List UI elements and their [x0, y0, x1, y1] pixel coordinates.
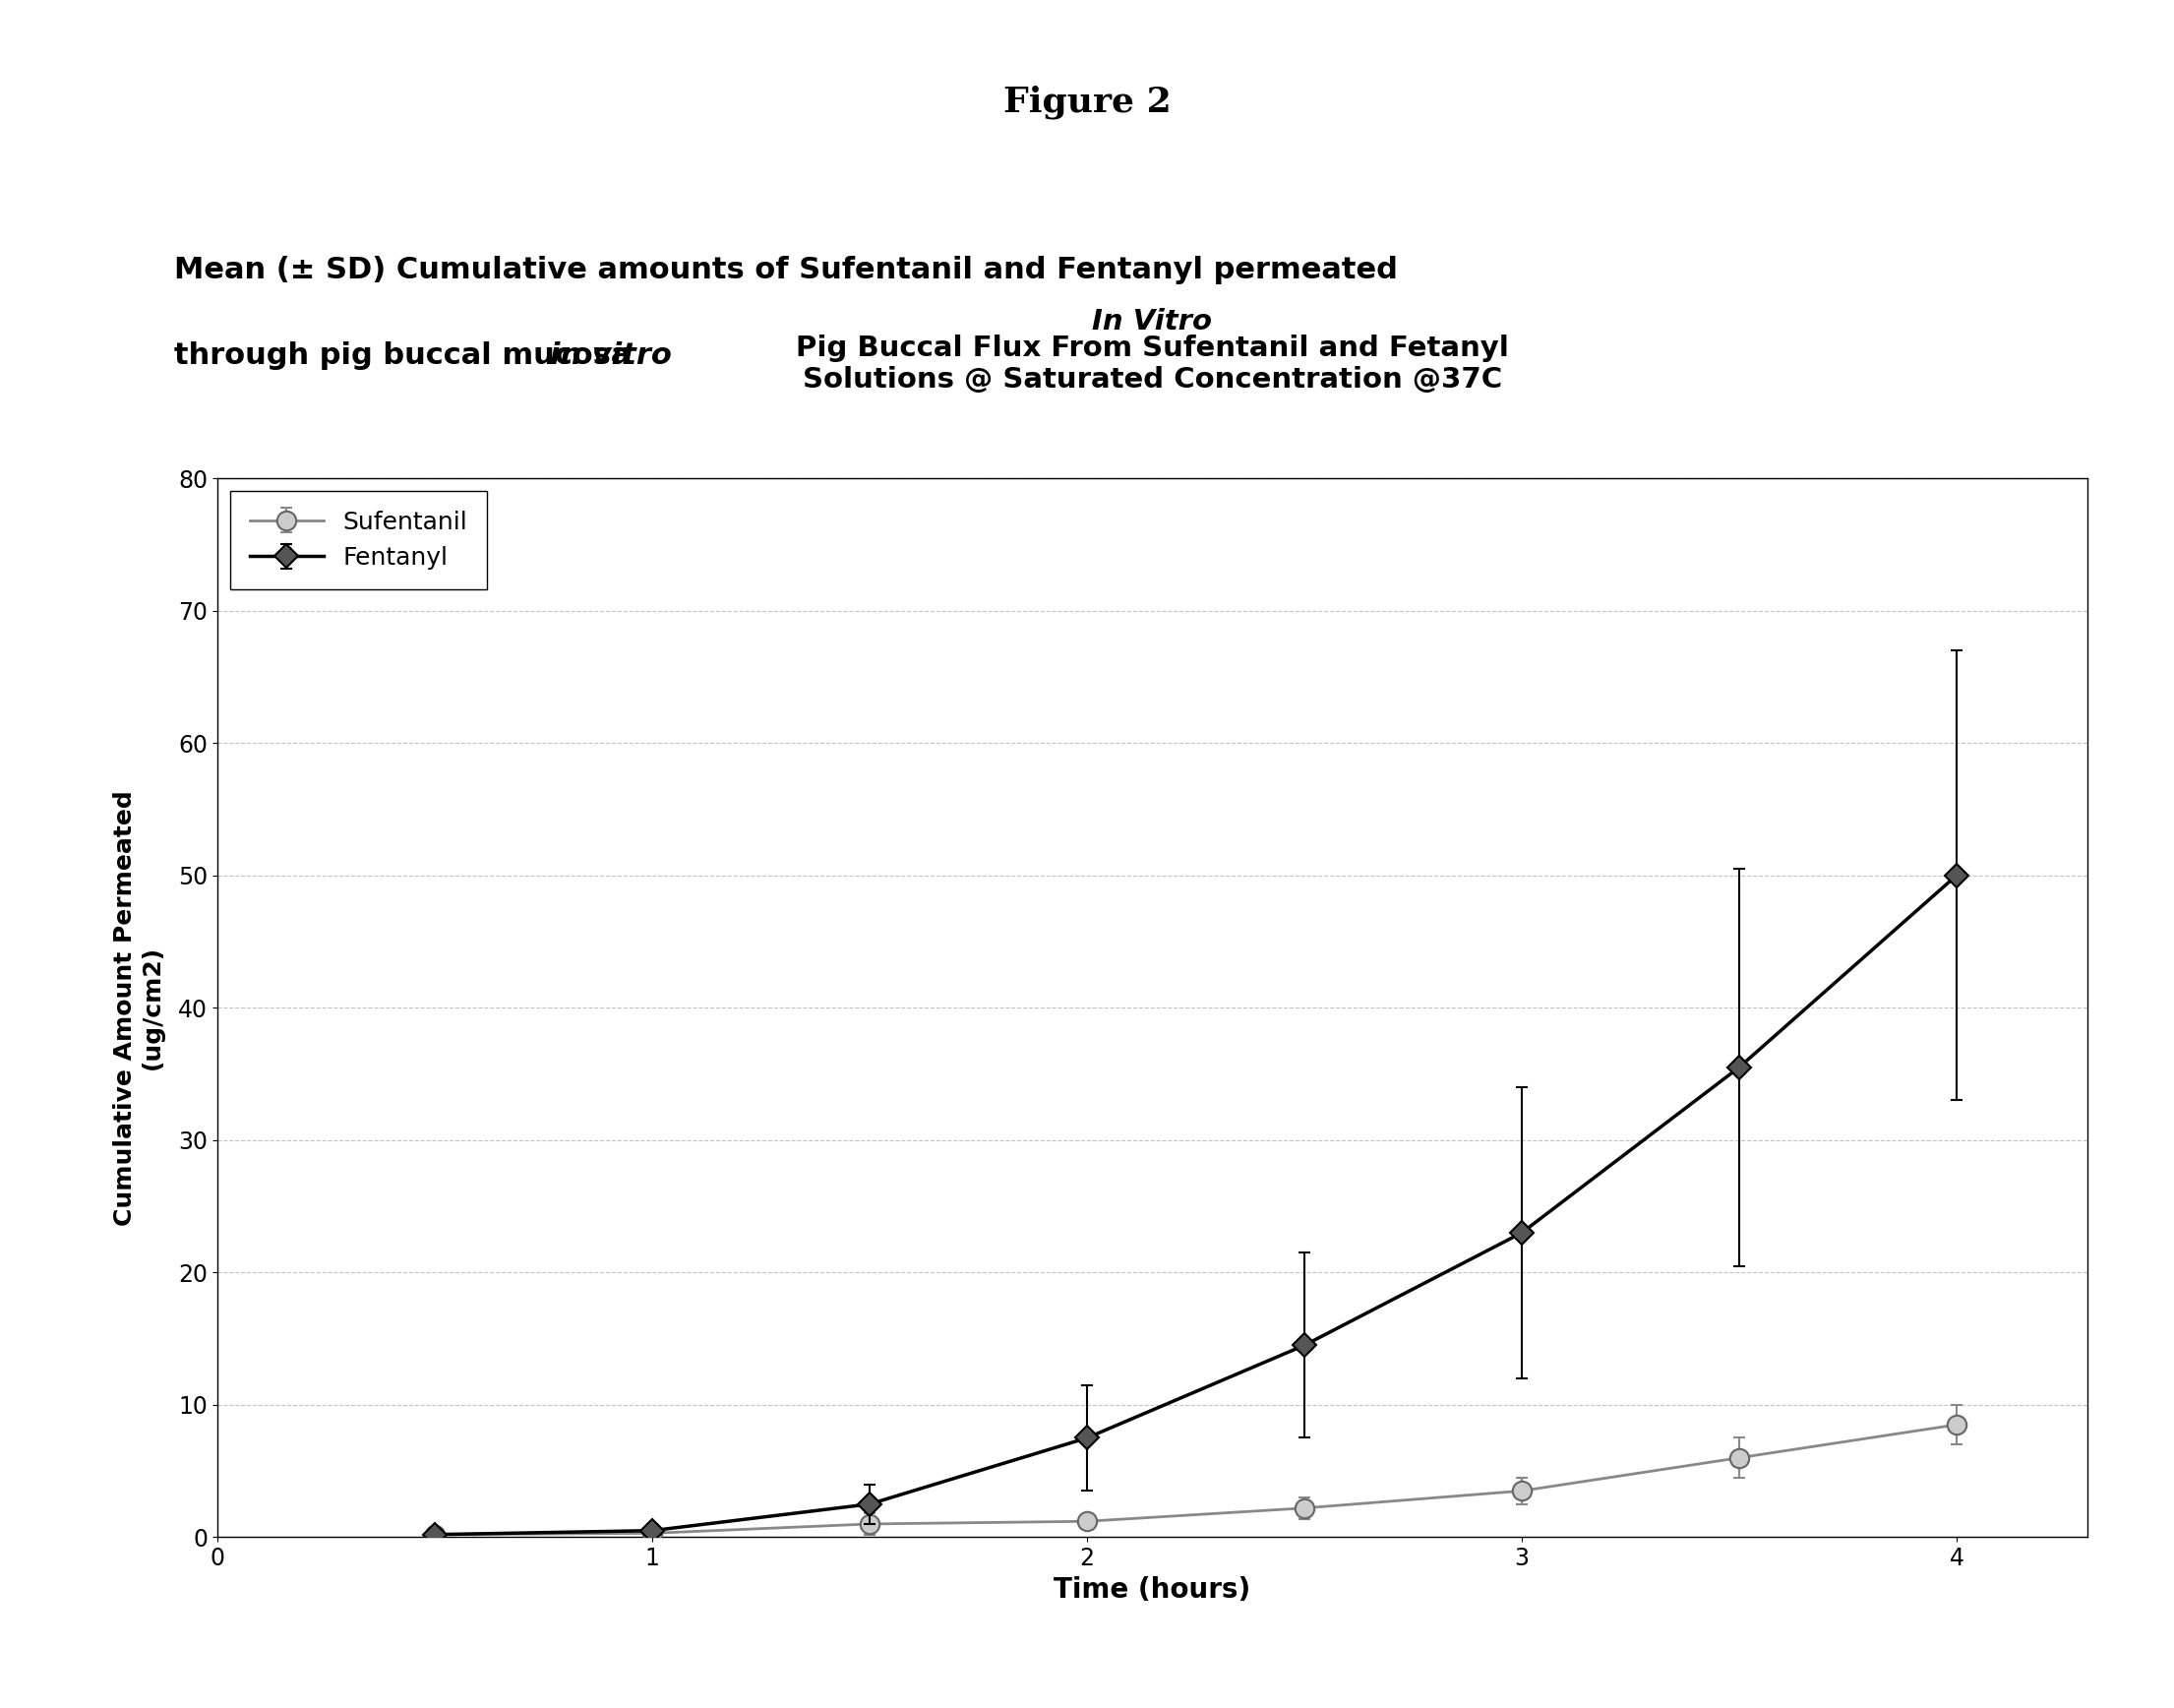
Text: Mean (± SD) Cumulative amounts of Sufentanil and Fentanyl permeated: Mean (± SD) Cumulative amounts of Sufent…	[174, 256, 1398, 285]
Text: through pig buccal mucosa: through pig buccal mucosa	[174, 342, 652, 371]
Y-axis label: Cumulative Amount Permeated
(ug/cm2): Cumulative Amount Permeated (ug/cm2)	[113, 789, 165, 1226]
Legend: Sufentanil, Fentanyl: Sufentanil, Fentanyl	[230, 490, 487, 589]
X-axis label: Time (hours): Time (hours)	[1054, 1576, 1250, 1604]
Text: In Vitro: In Vitro	[1091, 307, 1213, 335]
Text: Pig Buccal Flux From Sufentanil and Fetanyl
Solutions @ Saturated Concentration : Pig Buccal Flux From Sufentanil and Feta…	[796, 335, 1509, 393]
Text: Figure 2: Figure 2	[1002, 85, 1172, 120]
Text: in vitro: in vitro	[550, 342, 672, 371]
